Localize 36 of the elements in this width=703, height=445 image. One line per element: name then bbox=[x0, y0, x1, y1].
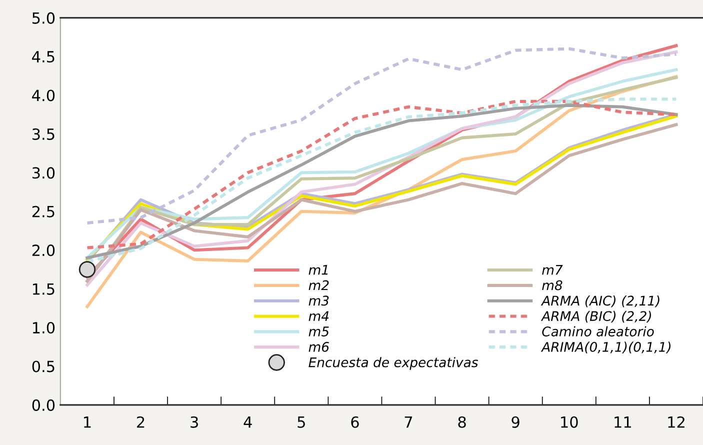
y-tick-label: 4.5 bbox=[32, 51, 54, 63]
x-tick-label: 9 bbox=[512, 416, 520, 428]
y-tick-label: 2.0 bbox=[32, 244, 55, 256]
legend-label: m2 bbox=[308, 280, 329, 290]
legend-label: m4 bbox=[308, 311, 329, 321]
legend-label: m6 bbox=[308, 342, 329, 352]
y-tick-label: 2.5 bbox=[32, 206, 54, 218]
y-tick-label: 0.5 bbox=[32, 360, 54, 372]
legend-label: m7 bbox=[542, 265, 563, 275]
y-tick-label: 5.0 bbox=[32, 12, 55, 24]
y-tick-label: 3.0 bbox=[32, 167, 55, 179]
y-tick-label: 1.5 bbox=[32, 283, 54, 295]
legend-label: Camino aleatorio bbox=[542, 326, 654, 336]
x-tick-label: 8 bbox=[458, 416, 466, 428]
legend-label: m3 bbox=[308, 296, 329, 306]
x-tick-label: 1 bbox=[84, 416, 91, 428]
x-tick-label: 12 bbox=[668, 416, 684, 428]
legend-label: ARIMA(0,1,1)(0,1,1) bbox=[540, 342, 670, 354]
x-tick-label: 11 bbox=[614, 416, 631, 428]
x-tick-label: 2 bbox=[137, 416, 144, 428]
legend-label: ARMA (AIC) (2,11) bbox=[540, 295, 660, 308]
y-tick-label: 0.0 bbox=[32, 399, 55, 411]
legend-label: Encuesta de expectativas bbox=[308, 357, 478, 370]
legend-label: m8 bbox=[542, 280, 562, 290]
y-tick-label: 4.0 bbox=[32, 90, 55, 102]
legend-label: m1 bbox=[308, 265, 328, 275]
x-tick-label: 4 bbox=[244, 416, 252, 428]
x-tick-label: 3 bbox=[190, 416, 198, 428]
x-tick-label: 5 bbox=[298, 416, 305, 428]
x-tick-label: 10 bbox=[561, 416, 578, 428]
x-tick-label: 6 bbox=[351, 416, 359, 428]
y-tick-label: 3.5 bbox=[32, 128, 54, 140]
legend-label: ARMA (BIC) (2,2) bbox=[540, 310, 651, 323]
x-tick-label: 7 bbox=[404, 416, 412, 428]
legend-label: m5 bbox=[308, 326, 329, 336]
y-tick-label: 1.0 bbox=[32, 322, 55, 334]
